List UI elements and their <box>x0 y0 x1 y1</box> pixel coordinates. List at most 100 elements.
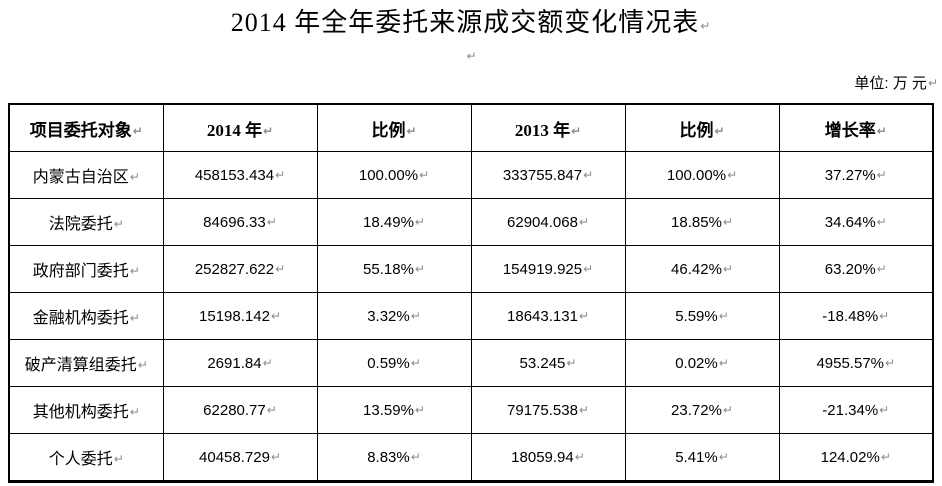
value-2014-cell: 62280.77↵ <box>162 386 318 434</box>
cell-text: 18.49% <box>363 213 414 231</box>
header-text: 增长率 <box>824 120 876 140</box>
cell-text: 5.41% <box>675 448 718 466</box>
cell-return-mark: ↵ <box>876 214 887 229</box>
cell-return-mark: ↵ <box>275 261 286 276</box>
cell-return-mark: ↵ <box>722 402 733 417</box>
cell-return-mark: ↵ <box>578 308 589 323</box>
cell-text: 40458.729 <box>199 448 270 466</box>
cell-return-mark: ↵ <box>714 123 725 138</box>
growth-rate-cell: -21.34%↵ <box>778 386 934 434</box>
cell-return-mark: ↵ <box>414 261 425 276</box>
cell-return-mark: ↵ <box>414 214 425 229</box>
row-label-cell: 政府部门委托↵ <box>8 245 164 293</box>
cell-text: 0.02% <box>675 354 718 372</box>
ratio-2013-cell: 46.42%↵ <box>624 245 780 293</box>
table-row-inner-mongolia: 内蒙古自治区↵ 458153.434↵ 100.00%↵ 333755.847↵… <box>8 151 934 199</box>
row-label-cell: 其他机构委托↵ <box>8 386 164 434</box>
paragraph-return-mark: ↵ <box>927 76 938 90</box>
cell-text: 63.20% <box>824 260 876 278</box>
ratio-2014-cell: 3.32%↵ <box>316 292 472 340</box>
header-2014: 2014 年↵ <box>162 103 318 152</box>
document-title-text: 2014 年全年委托来源成交额变化情况表 <box>230 8 700 37</box>
cell-return-mark: ↵ <box>722 214 733 229</box>
cell-return-mark: ↵ <box>419 167 430 182</box>
value-2014-cell: 252827.622↵ <box>162 245 318 293</box>
table-row-personal: 个人委托↵ 40458.729↵ 8.83%↵ 18059.94↵ 5.41%↵… <box>8 433 934 482</box>
value-2013-cell: 79175.538↵ <box>470 386 626 434</box>
cell-text: 333755.847 <box>502 166 583 184</box>
cell-return-mark: ↵ <box>129 311 140 325</box>
cell-text: 2691.84 <box>207 354 262 372</box>
header-text: 2014 年 <box>206 120 263 140</box>
cell-text: 55.18% <box>363 260 414 278</box>
cell-text: 154919.925 <box>502 260 583 278</box>
ratio-2013-cell: 100.00%↵ <box>624 151 780 199</box>
cell-return-mark: ↵ <box>263 123 274 138</box>
header-project-object: 项目委托对象↵ <box>8 103 164 152</box>
paragraph-return-mark: ↵ <box>700 19 712 33</box>
header-text: 比例 <box>371 120 406 140</box>
cell-return-mark: ↵ <box>876 167 887 182</box>
growth-rate-cell: 37.27%↵ <box>778 151 934 199</box>
cell-text: 18.85% <box>671 213 722 231</box>
value-2013-cell: 18643.131↵ <box>470 292 626 340</box>
empty-paragraph: ↵ <box>0 48 942 66</box>
cell-return-mark: ↵ <box>876 123 887 138</box>
value-2013-cell: 62904.068↵ <box>470 198 626 246</box>
cell-text: 3.32% <box>367 307 410 325</box>
table-row-financial: 金融机构委托↵ 15198.142↵ 3.32%↵ 18643.131↵ 5.5… <box>8 292 934 340</box>
cell-return-mark: ↵ <box>718 449 729 464</box>
cell-text: 其他机构委托 <box>32 404 129 421</box>
value-2014-cell: 84696.33↵ <box>162 198 318 246</box>
cell-return-mark: ↵ <box>410 449 421 464</box>
cell-return-mark: ↵ <box>137 358 148 372</box>
cell-return-mark: ↵ <box>880 449 891 464</box>
cell-return-mark: ↵ <box>129 170 140 184</box>
ratio-2013-cell: 5.59%↵ <box>624 292 780 340</box>
cell-return-mark: ↵ <box>410 355 421 370</box>
value-2014-cell: 40458.729↵ <box>162 433 318 482</box>
cell-text: 458153.434 <box>194 166 275 184</box>
cell-return-mark: ↵ <box>879 402 890 417</box>
cell-text: 内蒙古自治区 <box>32 169 129 186</box>
header-text: 项目委托对象 <box>29 120 132 140</box>
cell-return-mark: ↵ <box>270 308 281 323</box>
cell-return-mark: ↵ <box>414 402 425 417</box>
row-label-cell: 金融机构委托↵ <box>8 292 164 340</box>
value-2014-cell: 2691.84↵ <box>162 339 318 387</box>
growth-rate-cell: -18.48%↵ <box>778 292 934 340</box>
unit-label: 单位: 万 元↵ <box>854 72 938 93</box>
cell-text: 23.72% <box>671 401 722 419</box>
cell-return-mark: ↵ <box>885 355 896 370</box>
cell-text: 4955.57% <box>816 354 884 372</box>
cell-text: 5.59% <box>675 307 718 325</box>
cell-text: 252827.622 <box>194 260 275 278</box>
ratio-2014-cell: 55.18%↵ <box>316 245 472 293</box>
cell-text: 53.245 <box>519 354 566 372</box>
value-2014-cell: 15198.142↵ <box>162 292 318 340</box>
cell-return-mark: ↵ <box>718 308 729 323</box>
cell-return-mark: ↵ <box>410 308 421 323</box>
cell-return-mark: ↵ <box>578 402 589 417</box>
cell-return-mark: ↵ <box>722 261 733 276</box>
cell-return-mark: ↵ <box>727 167 738 182</box>
cell-return-mark: ↵ <box>266 214 277 229</box>
cell-return-mark: ↵ <box>879 308 890 323</box>
ratio-2014-cell: 13.59%↵ <box>316 386 472 434</box>
cell-text: 34.64% <box>824 213 876 231</box>
cell-return-mark: ↵ <box>718 355 729 370</box>
cell-text: 法院委托 <box>48 216 113 233</box>
value-2014-cell: 458153.434↵ <box>162 151 318 199</box>
table-row-bankruptcy: 破产清算组委托↵ 2691.84↵ 0.59%↵ 53.245↵ 0.02%↵ … <box>8 339 934 387</box>
cell-return-mark: ↵ <box>113 452 124 466</box>
cell-return-mark: ↵ <box>583 261 594 276</box>
cell-return-mark: ↵ <box>876 261 887 276</box>
ratio-2014-cell: 0.59%↵ <box>316 339 472 387</box>
row-label-cell: 内蒙古自治区↵ <box>8 151 164 199</box>
value-2013-cell: 18059.94↵ <box>470 433 626 482</box>
ratio-2013-cell: 5.41%↵ <box>624 433 780 482</box>
cell-return-mark: ↵ <box>129 405 140 419</box>
table-header-row: 项目委托对象↵ 2014 年↵ 比例↵ 2013 年↵ 比例↵ 增长率↵ <box>8 103 934 152</box>
row-label-cell: 破产清算组委托↵ <box>8 339 164 387</box>
